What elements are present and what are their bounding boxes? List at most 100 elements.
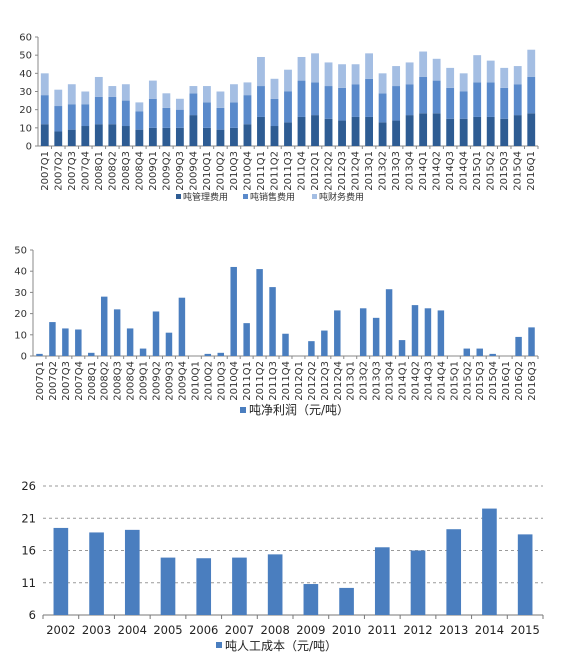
chart-2-y-tick-label: 40: [14, 267, 27, 278]
chart-1-x-tick-label: 2013Q2: [378, 151, 389, 191]
chart-1-x-tick-label: 2011Q2: [269, 151, 280, 191]
chart-2-bar: [528, 327, 535, 356]
chart-1-bar-segment: [230, 84, 238, 103]
chart-1-bar-segment: [527, 113, 536, 146]
chart-1-bar-segment: [121, 84, 130, 101]
chart-2-x-tick-label: 2015Q2: [462, 361, 473, 401]
chart-2-x-tick-label: 2007Q1: [35, 361, 46, 401]
chart-3-y-tick-label: 11: [21, 576, 36, 590]
chart-2-x-tick-label: 2012Q4: [333, 361, 344, 401]
chart-1-y-tick-label: 40: [19, 69, 32, 80]
chart-2-bar: [178, 297, 186, 356]
chart-1-bar-segment: [203, 86, 211, 103]
chart-3-x-tick-label: 2011: [368, 623, 397, 637]
chart-1-legend-label: 吨销售费用: [250, 191, 295, 203]
chart-2-bar: [49, 322, 56, 356]
chart-1-bar-segment: [378, 122, 387, 146]
chart-1-x-tick-label: 2010Q2: [215, 151, 226, 191]
chart-2-bar: [62, 328, 69, 356]
chart-1-bar-segment: [230, 102, 238, 128]
chart-1-x-tick-label: 2015Q1: [472, 151, 483, 191]
chart-1-bar-segment: [243, 82, 252, 96]
chart-1-bar-segment: [459, 91, 468, 119]
chart-2-bar: [230, 266, 237, 356]
chart-3-bar: [517, 534, 533, 615]
chart-3-bar: [232, 557, 247, 615]
chart-2-bar: [282, 333, 289, 356]
chart-1-bar-segment: [121, 100, 130, 127]
chart-2-y-tick-label: 10: [14, 330, 27, 341]
chart-2-x-tick-label: 2007Q2: [48, 361, 59, 401]
chart-3-x-tick-label: 2003: [82, 623, 111, 637]
chart-1-x-tick-label: 2008Q2: [107, 151, 118, 191]
chart-1-x-tick-label: 2011Q4: [297, 151, 308, 191]
chart-1-x-tick-label: 2014Q1: [418, 151, 429, 191]
chart-2-y-tick-label: 20: [14, 309, 27, 320]
chart-1-bar-segment: [175, 127, 184, 146]
chart-3-x-tick-label: 2002: [46, 623, 75, 637]
chart-1-bar-segment: [108, 124, 117, 146]
chart-2-bar: [476, 348, 483, 356]
chart-1-bar-segment: [230, 127, 238, 146]
chart-1-bar-segment: [284, 91, 292, 123]
chart-2-x-tick-label: 2013Q1: [346, 361, 357, 401]
chart-1-bar-segment: [94, 96, 103, 125]
chart-1-y-tick-label: 30: [19, 87, 32, 98]
chart-1-bar-segment: [162, 107, 171, 128]
chart-1-bar-segment: [500, 87, 509, 119]
chart-3-bar: [267, 554, 283, 615]
chart-1-x-tick-label: 2015Q2: [486, 151, 497, 191]
chart-1-bar-segment: [459, 118, 468, 146]
chart-1-bar-segment: [257, 86, 265, 117]
chart-1-bar-segment: [338, 64, 346, 88]
chart-1-bar-segment: [351, 84, 360, 117]
chart-1-bar-segment: [297, 56, 306, 81]
chart-1-bar-segment: [419, 113, 428, 146]
chart-2-x-tick-label: 2009Q4: [177, 361, 188, 401]
chart-1-x-tick-label: 2009Q4: [188, 151, 199, 191]
chart-1-legend-label: 吨管理费用: [183, 191, 228, 203]
chart-3-x-tick-label: 2008: [261, 623, 290, 637]
chart-1-y-tick-label: 0: [26, 142, 32, 153]
chart-2-x-tick-label: 2013Q3: [372, 361, 383, 401]
chart-1-bar-segment: [189, 115, 198, 146]
chart-3-x-tick-label: 2015: [511, 623, 540, 637]
chart-1-x-tick-label: 2015Q4: [513, 151, 524, 191]
chart-2-legend-swatch: [240, 407, 246, 413]
chart-1-bar-segment: [270, 78, 279, 99]
chart-1-x-tick-label: 2011Q1: [256, 151, 267, 191]
chart-1-bar-segment: [513, 66, 522, 85]
chart-1-legend-swatch: [176, 194, 181, 199]
chart-1-bar-segment: [54, 89, 63, 107]
chart-2-bar: [126, 328, 134, 356]
chart-3-bar: [196, 558, 212, 615]
chart-3-x-tick-label: 2005: [153, 623, 182, 637]
chart-3-y-tick-label: 21: [21, 511, 36, 525]
chart-1-x-tick-label: 2012Q4: [351, 151, 362, 191]
chart-3-labor-cost: 6 11 16 21 26 2002 2003 2004 2005 2006 2007 2008 200…: [21, 479, 544, 653]
chart-2-y-tick-label: 0: [21, 352, 27, 363]
chart-1-bar-segment: [270, 98, 279, 127]
chart-1-x-tick-label: 2009Q1: [148, 151, 159, 191]
chart-1-x-tick-label: 2013Q4: [405, 151, 416, 191]
chart-1-bar-segment: [270, 126, 279, 146]
chart-1-bar-segment: [324, 62, 333, 87]
chart-1-bar-segment: [365, 78, 373, 117]
chart-3-x-tick-label: 2014: [475, 623, 504, 637]
chart-1-bar-segment: [216, 129, 225, 146]
chart-1-x-tick-label: 2007Q1: [40, 151, 51, 191]
chart-1-bar-segment: [365, 116, 373, 146]
chart-1-bar-segment: [284, 69, 292, 92]
chart-2-x-tick-label: 2010Q2: [203, 361, 214, 401]
chart-2-bar: [165, 332, 173, 356]
chart-1-legend-swatch: [243, 194, 248, 199]
chart-1-bar-segment: [446, 118, 455, 146]
chart-1-bar-segment: [351, 116, 360, 146]
chart-1-bar-segment: [121, 126, 130, 146]
chart-2-x-tick-label: 2015Q4: [488, 361, 499, 401]
chart-1-bar-segment: [324, 86, 333, 119]
chart-1-bar-segment: [203, 127, 211, 146]
chart-1-bar-segment: [392, 120, 401, 146]
chart-1-bar-segment: [40, 73, 49, 96]
chart-2-x-tick-label: 2008Q4: [126, 361, 137, 401]
